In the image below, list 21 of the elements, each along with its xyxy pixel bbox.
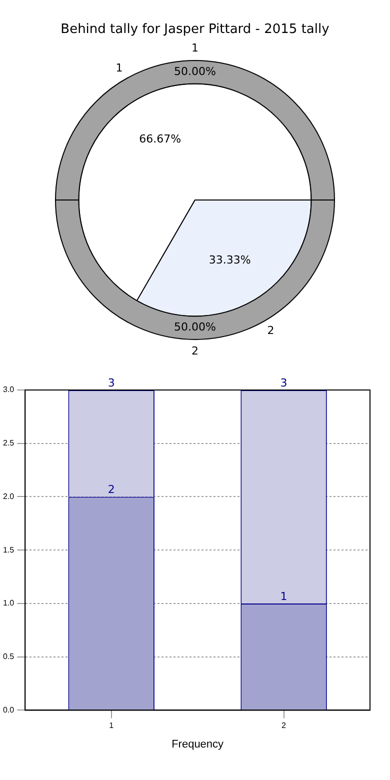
slice-label: 1 xyxy=(116,62,123,75)
y-tick-label: 3.0 xyxy=(2,385,15,394)
y-tick-label: 1.0 xyxy=(2,598,15,608)
data-label: 2 xyxy=(108,483,115,496)
data-label: 33.33% xyxy=(208,253,251,266)
y-tick-label: 0.5 xyxy=(2,652,15,662)
y-tick-label: 0.0 xyxy=(2,705,15,714)
slice-label: 2 xyxy=(267,324,274,338)
slice-label: 2 xyxy=(192,344,198,358)
slice-label: 1 xyxy=(192,41,198,54)
data-label: 66.67% xyxy=(139,132,182,146)
data-label: 1 xyxy=(280,590,288,603)
data-label: 50.00% xyxy=(174,320,216,334)
total-label: 3 xyxy=(108,376,115,390)
y-tick-label: 2.0 xyxy=(2,492,15,501)
x-axis-title: Frequency xyxy=(172,738,224,750)
total-label: 3 xyxy=(280,376,288,390)
y-tick-label: 2.5 xyxy=(2,438,15,448)
data-label: 50.00% xyxy=(174,64,216,78)
chart-title: Behind tally for Jasper Pittard - 2015 tally xyxy=(60,22,330,37)
y-tick-label: 1.5 xyxy=(2,545,15,554)
